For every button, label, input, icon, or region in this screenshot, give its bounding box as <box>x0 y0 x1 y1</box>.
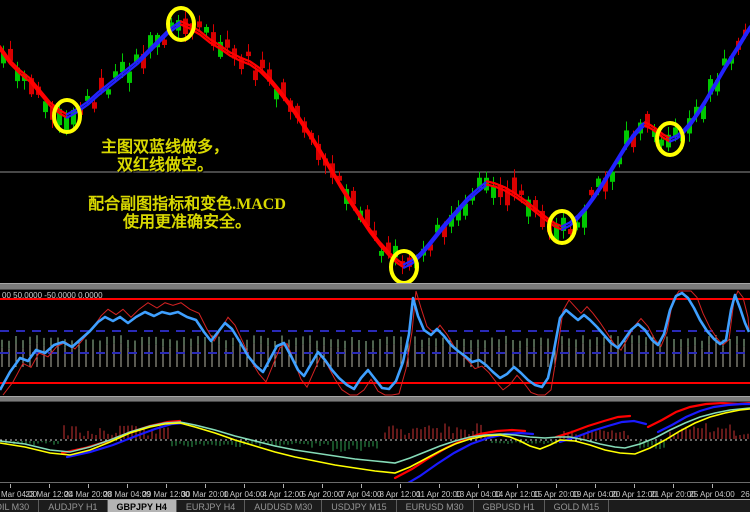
tab-usdjpy-m15[interactable]: USDJPY M15 <box>322 500 397 512</box>
panel-separator[interactable] <box>0 396 750 402</box>
time-label: 23 Mar 12:00 <box>25 490 73 499</box>
time-tick <box>634 484 635 488</box>
time-tick <box>556 484 557 488</box>
time-label: 5 Apr 20:00 <box>301 490 343 499</box>
time-tick <box>361 484 362 488</box>
macd-red-line <box>646 402 750 429</box>
time-tick <box>322 484 323 488</box>
tab-gold-m15[interactable]: GOLD M15 <box>545 500 610 512</box>
macd-red-line <box>554 414 632 439</box>
macd-canvas[interactable] <box>0 402 750 482</box>
annotation-line2: 双红线做空。 <box>116 157 213 174</box>
signal-circle <box>655 121 685 157</box>
oscillator-subwindow[interactable]: 00 50.0000 -50.0000 0.0000 <box>0 290 750 396</box>
macd-teal-line <box>0 407 750 464</box>
time-label: 19 Apr 04:00 <box>572 490 618 499</box>
time-label: 7 Apr 04:00 <box>340 490 382 499</box>
signal-circle <box>166 6 196 42</box>
time-label: 13 Apr 04:00 <box>455 490 501 499</box>
time-label: 11 Apr 20:00 <box>416 490 462 499</box>
signal-circle <box>389 249 419 283</box>
time-tick <box>712 484 713 488</box>
oscillator-values-label: 00 50.0000 -50.0000 0.0000 <box>2 291 103 300</box>
time-label: 4 Apr 12:00 <box>262 490 304 499</box>
time-tick <box>205 484 206 488</box>
candlestick-chart-canvas[interactable] <box>0 0 750 283</box>
time-label: 28 Mar 04:00 <box>103 490 151 499</box>
time-label: 25 Apr 04:00 <box>689 490 735 499</box>
annotation-line4: 使用更准确安全。 <box>122 214 251 231</box>
time-tick <box>400 484 401 488</box>
macd-yellow-line <box>0 408 750 474</box>
time-label: 8 Apr 12:00 <box>379 490 421 499</box>
annotation-long-short: 主图双蓝线做多， 双红线做空。 <box>85 139 245 175</box>
signal-circle <box>52 98 82 134</box>
annotation-line3: 配合副图指标和变色.MACD <box>88 196 286 213</box>
time-tick <box>10 484 11 488</box>
time-label: 14 Apr 12:00 <box>494 490 540 499</box>
annotation-line1: 主图双蓝线做多， <box>100 139 229 156</box>
time-label: 26 Ap <box>740 490 750 499</box>
time-tick <box>88 484 89 488</box>
oscillator-red-line <box>2 290 750 396</box>
time-label: 20 Apr 12:00 <box>611 490 657 499</box>
oscillator-canvas[interactable] <box>0 290 750 396</box>
time-tick <box>478 484 479 488</box>
time-label: 24 Mar 20:00 <box>64 490 112 499</box>
time-axis[interactable]: Mar 04:00 23 Mar 12:00 24 Mar 20:00 28 Mar … <box>0 482 750 499</box>
tab-audjpy-h1[interactable]: AUDJPY H1 <box>39 500 108 512</box>
time-tick <box>283 484 284 488</box>
time-tick <box>673 484 674 488</box>
time-tick <box>127 484 128 488</box>
macd-subwindow[interactable] <box>0 402 750 482</box>
signal-circle <box>547 209 577 245</box>
time-label: 29 Mar 12:00 <box>142 490 190 499</box>
macd-blue-line <box>407 431 535 482</box>
time-label: 15 Apr 20:00 <box>533 490 579 499</box>
time-label: 21 Apr 20:00 <box>650 490 696 499</box>
time-label: Mar 04:00 <box>1 490 38 499</box>
annotation-macd-tip: 配合副图指标和变色.MACD 使用更准确安全。 <box>62 196 312 232</box>
panel-separator[interactable] <box>0 283 750 290</box>
main-price-chart[interactable]: 主图双蓝线做多， 双红线做空。 配合副图指标和变色.MACD 使用更准确安全。 <box>0 0 750 283</box>
time-tick <box>166 484 167 488</box>
time-tick <box>517 484 518 488</box>
time-label: 30 Mar 20:00 <box>181 490 229 499</box>
time-label: 1 Apr 04:00 <box>223 490 265 499</box>
time-tick <box>439 484 440 488</box>
oscillator-bars <box>1 335 745 367</box>
time-tick <box>49 484 50 488</box>
time-tick <box>244 484 245 488</box>
tab-eurusd-m30[interactable]: EURUSD M30 <box>397 500 474 512</box>
macd-red-line <box>393 428 527 480</box>
macd-blue-line <box>558 419 648 444</box>
oscillator-blue-line <box>0 291 750 391</box>
tab-gbpjpy-h4[interactable]: GBPJPY H4 <box>107 500 177 512</box>
tab-audusd-m30[interactable]: AUDUSD M30 <box>245 500 323 512</box>
macd-blue-line <box>656 402 750 434</box>
tab-gbpusd-h1[interactable]: GBPUSD H1 <box>474 500 545 512</box>
tab-oil-m30[interactable]: OIL M30 <box>0 500 40 512</box>
time-tick <box>595 484 596 488</box>
tab-eurjpy-h4[interactable]: EURJPY H4 <box>177 500 246 512</box>
